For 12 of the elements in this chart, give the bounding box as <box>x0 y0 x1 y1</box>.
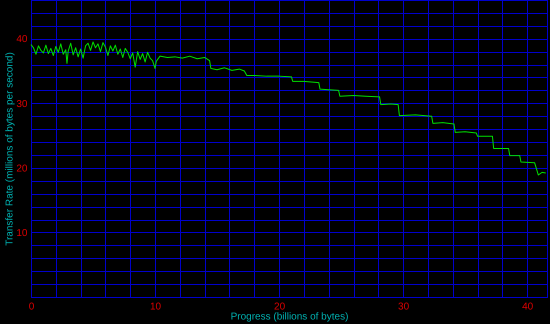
y-tick-label: 30 <box>16 98 28 110</box>
x-tick-label: 30 <box>398 302 410 312</box>
y-tick-label: 10 <box>16 228 28 239</box>
x-tick-label: 0 <box>28 302 35 312</box>
x-axis-title: Progress (billions of bytes) <box>230 312 348 322</box>
y-tick-label: 20 <box>16 163 28 174</box>
x-tick-label: 20 <box>274 302 286 312</box>
y-axis-title: Transfer Rate (millions of bytes per second) <box>4 52 16 246</box>
y-tick-label: 40 <box>16 34 28 46</box>
x-tick-label: 10 <box>150 302 162 312</box>
x-tick-label: 40 <box>522 302 534 312</box>
line-series <box>30 41 546 176</box>
